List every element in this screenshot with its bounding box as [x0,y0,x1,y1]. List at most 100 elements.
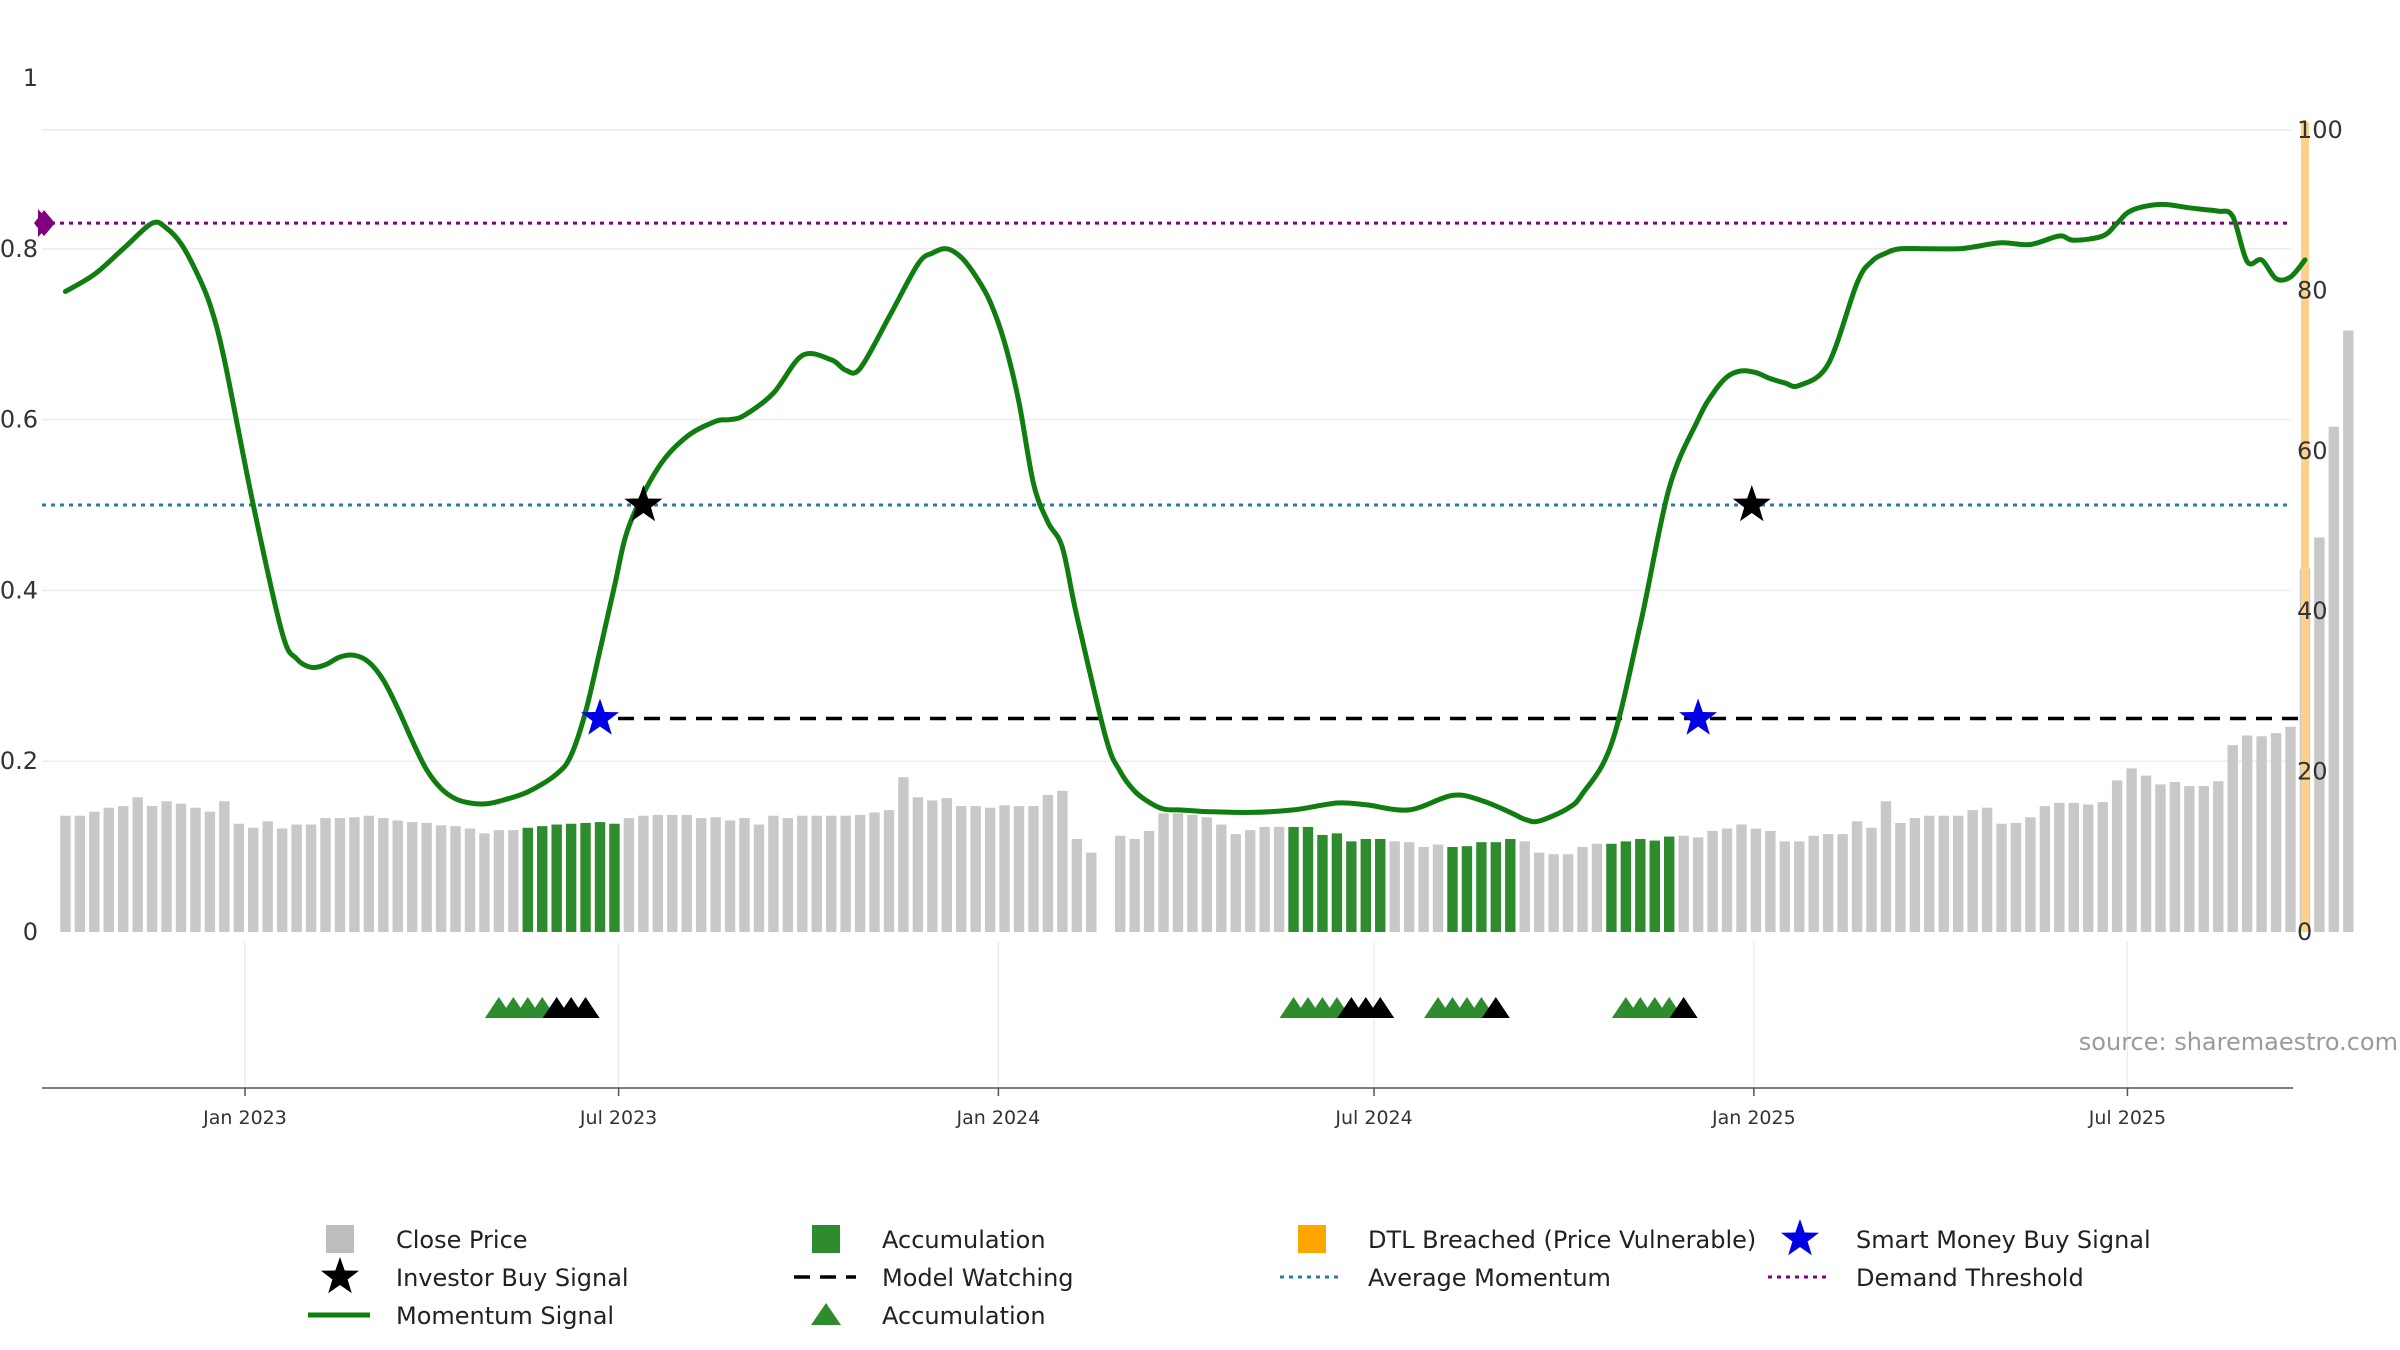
close-price-bar [248,827,259,932]
close-price-bar [2111,780,2123,932]
close-price-bar [984,807,996,932]
close-price-bar [1533,852,1545,932]
close-price-bar [2169,782,2181,932]
x-tick-label: Jul 2025 [2088,1107,2166,1129]
close-price-bar [1519,841,1530,932]
close-price-bar [118,806,129,932]
close-price-bar [1389,841,1400,932]
close-price-bar [464,828,476,932]
legend-swatch [812,1225,840,1253]
accumulation-bar [522,827,533,932]
momentum-signal-line [62,201,2308,825]
y-tick-left: 0.2 [0,747,38,775]
accumulation-bar [1447,846,1458,932]
close-price-bar [695,818,707,932]
close-price-bar [233,823,245,932]
close-price-bar [1057,790,1068,932]
close-price-bar [869,812,880,932]
close-price-bar [1562,854,1574,932]
legend-item-demand_threshold: Demand Threshold [1768,1264,2084,1292]
x-tick-label: Jul 2023 [579,1107,657,1129]
close-price-bar [262,821,273,932]
close-price-bar [1692,837,1704,932]
close-price-bar [753,824,765,932]
close-price-bar [1143,830,1155,932]
accumulation-bar [551,824,562,932]
accumulation-bar [1505,838,1516,932]
accumulation-bar [580,822,591,932]
accumulation-bar [1360,838,1372,932]
close-price-bar [1736,824,1747,932]
dtl-breached-band [2300,122,2309,932]
close-price-bar [450,826,461,932]
x-tick-label: Jan 2024 [956,1107,1041,1129]
close-price-bar [2213,781,2224,932]
close-price-bar [782,818,794,932]
close-price-bar [768,815,779,932]
close-price-bar [1707,830,1718,932]
close-price-bar [941,798,952,932]
close-price-bar [927,800,938,932]
accumulation-marker-watch [1669,997,1698,1018]
close-price-bar [912,797,924,932]
close-price-bar [956,806,967,932]
close-price-bar [2314,537,2325,932]
legend-swatch [1298,1225,1326,1253]
axes: 0 0.2 0.4 0.6 0.8 1 0 20 40 60 80 100 Jan 2023 Jul 20… [0,64,2343,1129]
close-price-bar [2285,726,2296,932]
close-price-bar [60,815,71,932]
legend-label: Momentum Signal [396,1302,614,1330]
legend-triangle-icon [811,1303,841,1325]
close-price-bar [1245,830,1256,932]
x-tick-label: Jan 2023 [202,1107,287,1129]
close-price-bar [493,830,505,932]
close-price-bar [1721,828,1733,932]
close-price-bar [2068,802,2079,932]
y-tick-right: 60 [2297,437,2328,465]
accumulation-bar [1620,841,1632,932]
y-tick-left: 0.8 [0,235,38,263]
accumulation-bar [1476,842,1487,932]
close-price-bar [2198,786,2210,932]
close-price-bar [1808,835,1819,932]
close-price-bar [1895,822,1906,932]
close-price-bar [623,818,635,932]
legend-item-accumulation: Accumulation [812,1225,1046,1254]
source-label: source: sharemaestro.com [2079,1028,2398,1056]
accumulation-bar [1346,841,1357,932]
close-price-bar [1967,810,1978,932]
close-price-bar [2083,804,2094,932]
legend-item-investor_buy: Investor Buy Signal [321,1257,629,1294]
legend-item-close_price: Close Price [326,1225,528,1254]
accumulation-markers [484,997,1698,1018]
close-price-bar [305,824,317,932]
close-price-bar [724,820,736,932]
close-price-bar [161,801,172,932]
accumulation-marker-watch [1366,997,1395,1018]
legend-item-accumulation_marker: Accumulation [811,1302,1046,1330]
investor-buy-signal [624,485,663,522]
close-price-bar [2184,786,2195,932]
signal-markers [581,485,1771,735]
close-price-bar [2241,735,2253,932]
close-price-bar [1042,794,1054,932]
y-tick-left: 0.4 [0,576,38,604]
close-price-bar [1129,838,1140,932]
close-price-bar [2227,745,2238,932]
legend-star-icon [1781,1219,1819,1256]
legend-item-avg_momentum: Average Momentum [1280,1264,1611,1292]
close-price-bar [276,828,288,932]
legend-label: Accumulation [882,1302,1046,1330]
close-price-bar [1577,846,1588,932]
close-price-bar [378,818,389,932]
close-price-bar [175,803,187,932]
close-price-bar [2054,802,2065,932]
close-price-bar [1216,824,1227,932]
accumulation-bar [1288,826,1299,932]
close-price-bar [1909,818,1921,932]
close-price-bar [739,818,750,932]
close-price-bar [1794,841,1805,932]
y-tick-right: 0 [2297,918,2312,946]
close-price-bar [2126,768,2137,932]
close-price-bar [1880,801,1892,932]
